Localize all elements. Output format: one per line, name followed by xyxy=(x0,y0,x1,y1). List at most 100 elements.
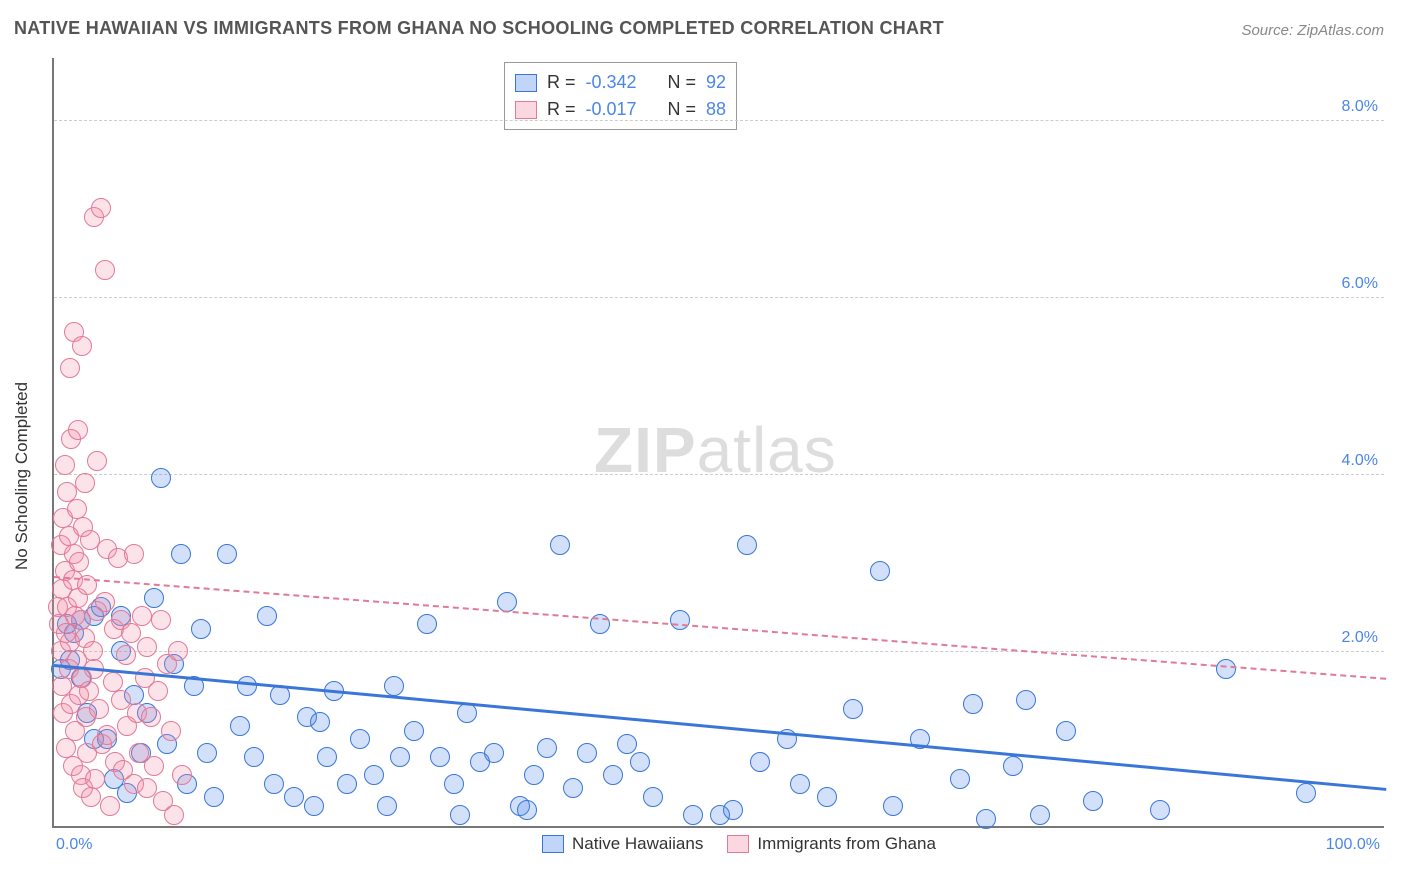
data-point xyxy=(444,774,464,794)
data-point xyxy=(284,787,304,807)
legend-item: Immigrants from Ghana xyxy=(727,834,936,854)
data-point xyxy=(172,765,192,785)
n-label: N = xyxy=(668,96,697,123)
data-point xyxy=(723,800,743,820)
trend-line xyxy=(54,664,1386,791)
data-point xyxy=(603,765,623,785)
data-point xyxy=(1003,756,1023,776)
r-label: R = xyxy=(547,96,576,123)
gridline xyxy=(54,474,1384,475)
data-point xyxy=(384,676,404,696)
data-point xyxy=(197,743,217,763)
data-point xyxy=(950,769,970,789)
data-point xyxy=(151,468,171,488)
correlation-chart: NATIVE HAWAIIAN VS IMMIGRANTS FROM GHANA… xyxy=(0,0,1406,892)
data-point xyxy=(404,721,424,741)
x-tick-label: 0.0% xyxy=(56,836,92,854)
data-point xyxy=(95,260,115,280)
gridline xyxy=(54,120,1384,121)
x-tick-label: 100.0% xyxy=(1326,836,1380,854)
data-point xyxy=(95,592,115,612)
data-point xyxy=(100,796,120,816)
trend-line xyxy=(54,576,1386,680)
data-point xyxy=(1016,690,1036,710)
data-point xyxy=(1296,783,1316,803)
data-point xyxy=(89,699,109,719)
data-point xyxy=(750,752,770,772)
data-point xyxy=(1030,805,1050,825)
data-point xyxy=(87,451,107,471)
data-point xyxy=(264,774,284,794)
data-point xyxy=(390,747,410,767)
data-point xyxy=(310,712,330,732)
watermark: ZIPatlas xyxy=(594,413,837,487)
data-point xyxy=(124,544,144,564)
data-point xyxy=(963,694,983,714)
data-point xyxy=(430,747,450,767)
data-point xyxy=(144,756,164,776)
data-point xyxy=(69,552,89,572)
data-point xyxy=(450,805,470,825)
data-point xyxy=(75,473,95,493)
data-point xyxy=(524,765,544,785)
legend-swatch xyxy=(727,835,749,853)
data-point xyxy=(217,544,237,564)
n-label: N = xyxy=(668,69,697,96)
data-point xyxy=(577,743,597,763)
data-point xyxy=(81,787,101,807)
data-point xyxy=(79,681,99,701)
data-point xyxy=(683,805,703,825)
data-point xyxy=(68,420,88,440)
data-point xyxy=(817,787,837,807)
data-point xyxy=(643,787,663,807)
data-point xyxy=(55,455,75,475)
data-point xyxy=(1150,800,1170,820)
data-point xyxy=(168,641,188,661)
data-point xyxy=(144,588,164,608)
data-point xyxy=(164,805,184,825)
chart-title: NATIVE HAWAIIAN VS IMMIGRANTS FROM GHANA… xyxy=(14,18,944,39)
legend-swatch xyxy=(515,101,537,119)
legend-swatch xyxy=(542,835,564,853)
data-point xyxy=(843,699,863,719)
data-point xyxy=(132,606,152,626)
data-point xyxy=(137,637,157,657)
data-point xyxy=(1216,659,1236,679)
data-point xyxy=(204,787,224,807)
legend-label: Native Hawaiians xyxy=(572,834,703,854)
n-value: 88 xyxy=(706,96,726,123)
data-point xyxy=(790,774,810,794)
data-point xyxy=(417,614,437,634)
gridline xyxy=(54,297,1384,298)
data-point xyxy=(883,796,903,816)
y-tick-label: 6.0% xyxy=(1342,275,1378,293)
data-point xyxy=(151,610,171,630)
stats-row: R =-0.342N =92 xyxy=(515,69,726,96)
data-point xyxy=(72,336,92,356)
data-point xyxy=(171,544,191,564)
data-point xyxy=(563,778,583,798)
y-tick-label: 8.0% xyxy=(1342,98,1378,116)
r-label: R = xyxy=(547,69,576,96)
r-value: -0.017 xyxy=(586,96,650,123)
data-point xyxy=(148,681,168,701)
data-point xyxy=(230,716,250,736)
data-point xyxy=(670,610,690,630)
data-point xyxy=(976,809,996,829)
data-point xyxy=(85,769,105,789)
y-axis-label: No Schooling Completed xyxy=(12,382,32,570)
data-point xyxy=(317,747,337,767)
n-value: 92 xyxy=(706,69,726,96)
data-point xyxy=(350,729,370,749)
data-point xyxy=(537,738,557,758)
data-point xyxy=(237,676,257,696)
y-tick-label: 4.0% xyxy=(1342,452,1378,470)
data-point xyxy=(116,645,136,665)
legend-swatch xyxy=(515,74,537,92)
data-point xyxy=(161,721,181,741)
data-point xyxy=(257,606,277,626)
data-point xyxy=(630,752,650,772)
source-attribution: Source: ZipAtlas.com xyxy=(1241,22,1384,39)
data-point xyxy=(484,743,504,763)
data-point xyxy=(337,774,357,794)
